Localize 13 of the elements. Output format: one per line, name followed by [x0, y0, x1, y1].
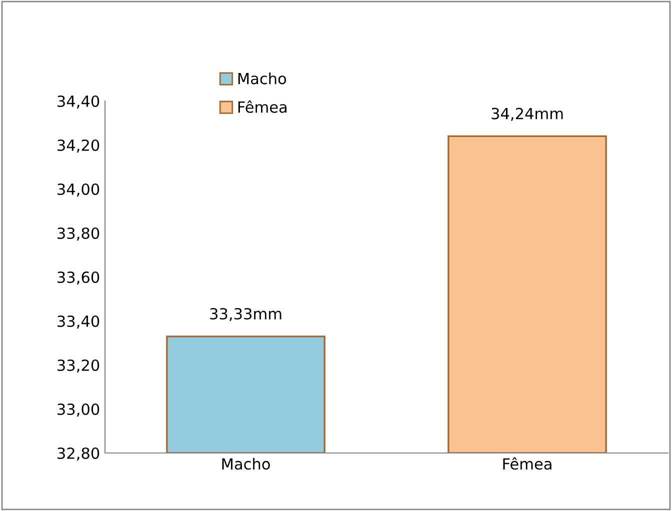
y-tick-label: 33,40 — [58, 315, 100, 329]
y-tick-label: 33,60 — [58, 271, 100, 285]
data-label: 34,24mm — [492, 108, 563, 121]
y-tick-label: 34,40 — [58, 95, 100, 109]
legend-label: Macho — [238, 72, 286, 84]
y-tick-label: 33,20 — [58, 359, 100, 373]
y-tick-label: 32,80 — [58, 447, 100, 461]
y-tick-label: 33,00 — [58, 403, 100, 417]
data-label: 33,33mm — [210, 308, 282, 322]
y-tick-label: 34,00 — [58, 183, 100, 197]
y-tick-label: 33,80 — [58, 227, 100, 241]
legend-label: Fêmea — [238, 100, 286, 113]
y-tick-label: 34,20 — [58, 139, 100, 153]
